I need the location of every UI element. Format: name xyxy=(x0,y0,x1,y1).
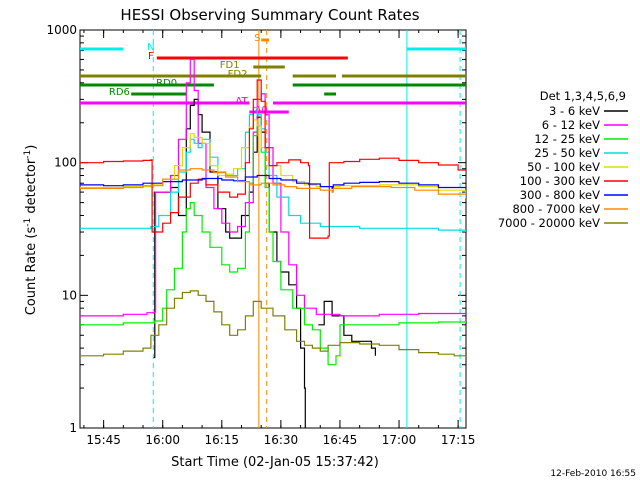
x-axis-label: Start Time (02-Jan-05 15:37:42) xyxy=(171,455,379,470)
x-tick-label: 16:45 xyxy=(323,433,358,447)
series-line xyxy=(80,79,466,239)
series-line xyxy=(318,300,376,356)
legend-label: 6 - 12 keV xyxy=(542,118,600,132)
x-tick-label: 15:45 xyxy=(86,433,121,447)
state-bar-label: FD2 xyxy=(228,69,248,80)
state-bar-label: F xyxy=(148,51,154,62)
legend-title: Det 1,3,4,5,6,9 xyxy=(540,89,626,103)
state-bar-label: N xyxy=(147,42,154,53)
x-tick-label: 17:00 xyxy=(382,433,417,447)
series-lines xyxy=(80,58,466,428)
state-bar-label: AT xyxy=(235,96,248,107)
x-tick-label: 16:15 xyxy=(204,433,239,447)
plot-frame xyxy=(79,29,467,429)
legend-label: 300 - 800 keV xyxy=(520,188,600,202)
y-axis-label-sup2: -1 xyxy=(23,150,33,159)
legend-label: 12 - 25 keV xyxy=(534,132,600,146)
state-bar-label: RD6 xyxy=(109,87,130,98)
y-axis-label-mid: detector xyxy=(24,158,39,218)
y-axis-label-end: ) xyxy=(24,145,39,150)
legend-label: 25 - 50 keV xyxy=(534,146,600,160)
y-tick-label: 10 xyxy=(62,288,77,302)
state-bar-label: A0 xyxy=(255,105,268,116)
series-line xyxy=(80,125,466,366)
series-line xyxy=(80,168,466,199)
y-axis-label: Count Rate (s-1 detector-1) xyxy=(23,145,39,316)
legend-label: 3 - 6 keV xyxy=(549,104,600,118)
series-line xyxy=(80,290,466,357)
series-line xyxy=(80,58,466,317)
x-tick-label: 16:30 xyxy=(264,433,299,447)
axes-layer: 1 10 100 1000 15:45 16:00 16:15 16:30 16:45 17:00… xyxy=(46,23,475,447)
y-tick-label: 1 xyxy=(69,421,77,435)
state-bar-label: FD1 xyxy=(220,60,240,71)
x-tick-label: 16:00 xyxy=(145,433,180,447)
vertical-markers xyxy=(152,30,461,428)
legend-label: 100 - 300 keV xyxy=(520,174,600,188)
y-tick-label: 100 xyxy=(54,156,77,170)
legend-label: 7000 - 20000 keV xyxy=(498,216,600,230)
state-bar-label: RD0 xyxy=(156,78,177,89)
legend-label: 800 - 7000 keV xyxy=(512,202,600,216)
chart-labels: HESSI Observing Summary Count Rates Star… xyxy=(23,6,636,479)
y-axis-label-sup1: -1 xyxy=(23,218,33,227)
state-bar-label: S xyxy=(254,33,260,44)
chart-title: HESSI Observing Summary Count Rates xyxy=(120,6,419,24)
x-tick-label: 17:15 xyxy=(441,433,476,447)
y-tick-label: 1000 xyxy=(46,23,77,37)
y-axis-label-main: Count Rate (s xyxy=(24,227,39,316)
plot-timestamp: 12-Feb-2010 16:55 xyxy=(550,469,636,479)
legend-label: 50 - 100 keV xyxy=(527,160,600,174)
